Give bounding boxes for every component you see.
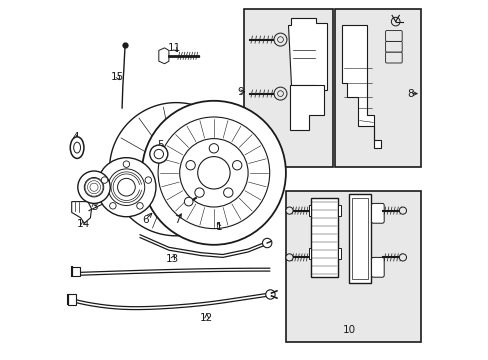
Bar xyxy=(334,9,420,167)
Circle shape xyxy=(179,139,247,207)
Circle shape xyxy=(197,157,230,189)
Bar xyxy=(351,198,367,279)
Circle shape xyxy=(149,145,167,163)
Circle shape xyxy=(84,177,103,197)
Text: 2: 2 xyxy=(117,193,123,203)
Circle shape xyxy=(285,207,292,214)
Text: 13: 13 xyxy=(165,254,179,264)
Polygon shape xyxy=(72,202,91,223)
Circle shape xyxy=(158,117,269,229)
Bar xyxy=(68,294,76,305)
Circle shape xyxy=(223,188,232,197)
Circle shape xyxy=(265,290,275,299)
Circle shape xyxy=(142,101,285,245)
Text: 7: 7 xyxy=(174,215,181,225)
Circle shape xyxy=(78,171,110,203)
Circle shape xyxy=(273,33,286,46)
Circle shape xyxy=(262,238,271,248)
Circle shape xyxy=(399,207,406,214)
Circle shape xyxy=(273,87,286,100)
Polygon shape xyxy=(287,18,326,90)
Circle shape xyxy=(117,178,135,196)
Text: 12: 12 xyxy=(200,312,213,323)
FancyBboxPatch shape xyxy=(385,41,401,52)
Circle shape xyxy=(154,149,163,159)
Bar xyxy=(308,205,311,216)
Ellipse shape xyxy=(74,142,81,153)
Circle shape xyxy=(137,203,143,209)
FancyBboxPatch shape xyxy=(371,257,384,277)
Text: 14: 14 xyxy=(77,219,90,229)
Bar xyxy=(244,9,332,167)
Circle shape xyxy=(123,161,129,167)
Circle shape xyxy=(184,197,193,206)
FancyBboxPatch shape xyxy=(385,52,401,63)
Circle shape xyxy=(109,203,116,209)
Bar xyxy=(72,267,80,276)
Circle shape xyxy=(232,161,242,170)
Text: 5: 5 xyxy=(157,140,164,150)
Circle shape xyxy=(390,17,399,26)
Circle shape xyxy=(108,169,144,206)
Bar xyxy=(337,248,340,259)
Bar xyxy=(308,248,311,259)
Circle shape xyxy=(209,144,218,153)
FancyBboxPatch shape xyxy=(385,31,401,41)
Polygon shape xyxy=(341,25,381,148)
FancyBboxPatch shape xyxy=(371,203,384,223)
Ellipse shape xyxy=(70,137,84,158)
Bar xyxy=(285,191,420,342)
Text: 10: 10 xyxy=(342,325,355,335)
Circle shape xyxy=(97,158,156,217)
Polygon shape xyxy=(159,48,168,64)
Text: 3: 3 xyxy=(90,202,97,212)
Circle shape xyxy=(285,254,292,261)
Circle shape xyxy=(101,177,107,183)
Text: 9: 9 xyxy=(237,87,244,97)
Text: 6: 6 xyxy=(142,215,148,225)
Text: 1: 1 xyxy=(216,222,222,232)
Circle shape xyxy=(145,177,151,183)
Polygon shape xyxy=(289,85,323,130)
Circle shape xyxy=(194,188,204,197)
Circle shape xyxy=(399,254,406,261)
Bar xyxy=(348,194,370,283)
Circle shape xyxy=(277,91,283,96)
Text: 4: 4 xyxy=(72,132,79,142)
Bar xyxy=(310,198,337,277)
Bar xyxy=(337,205,340,216)
Circle shape xyxy=(277,37,283,42)
Text: 8: 8 xyxy=(406,89,412,99)
Text: 15: 15 xyxy=(111,72,124,82)
Circle shape xyxy=(185,161,195,170)
Text: 11: 11 xyxy=(167,42,181,53)
